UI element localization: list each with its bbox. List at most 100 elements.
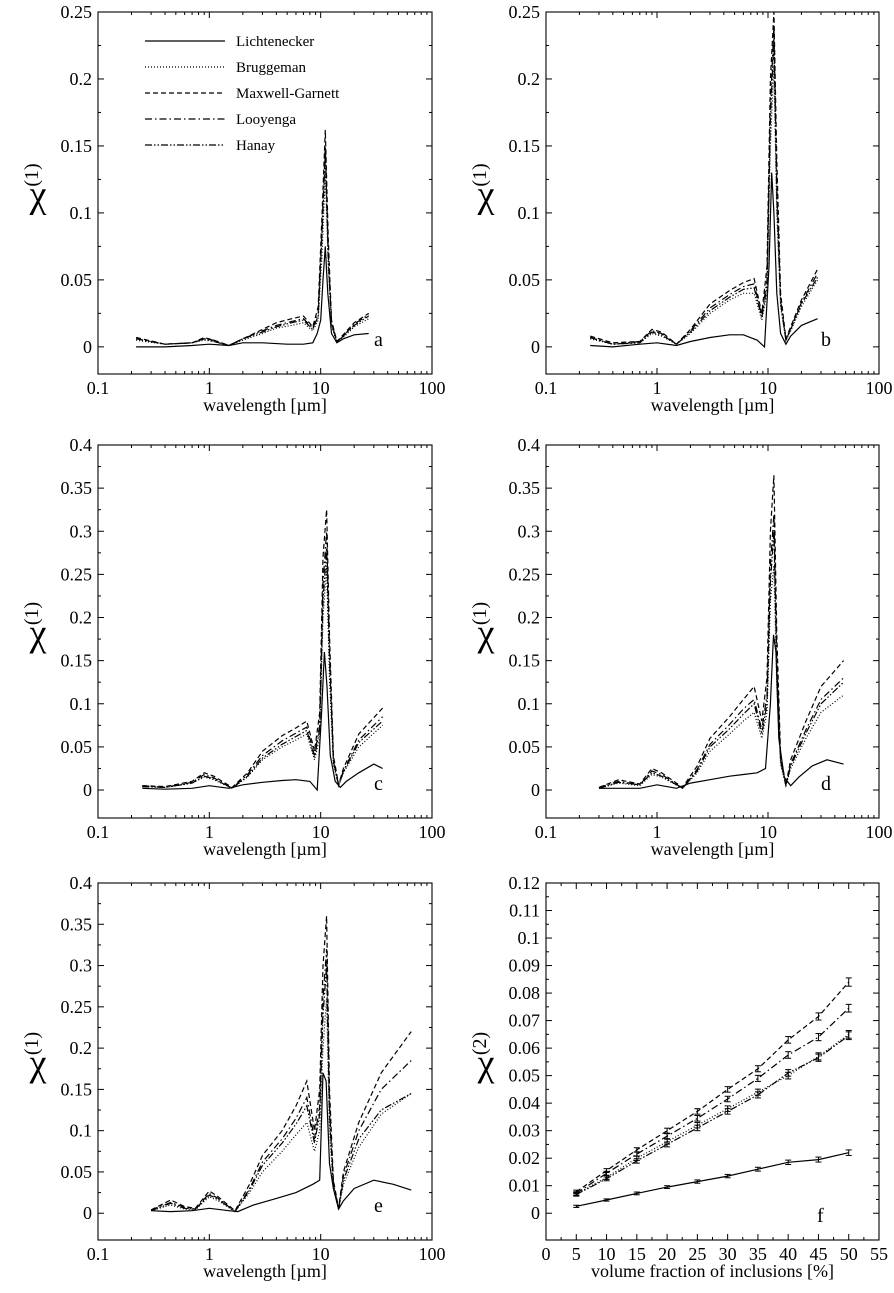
x-axis-label: wavelength [µm] xyxy=(203,839,327,859)
y-tick-label: 0.04 xyxy=(509,1093,541,1113)
y-tick-label: 0.25 xyxy=(509,564,541,584)
x-tick-label: 0.1 xyxy=(535,378,558,398)
y-tick-label: 0.2 xyxy=(518,69,541,89)
series-line-lichtenecker xyxy=(142,651,383,792)
plot-frame xyxy=(97,444,433,819)
y-tick-label: 0.1 xyxy=(518,928,541,948)
panel-e: 0 0.05 0.1 0.15 0.2 0.25 0.3 0.35 0.4 0.1 1 10 100 wa… xyxy=(21,873,446,1281)
series-line-lichtenecker xyxy=(151,1072,412,1213)
y-tick-label: 0.15 xyxy=(61,1079,93,1099)
series-line-lichtenecker xyxy=(599,634,844,789)
series-line-bruggeman xyxy=(150,998,412,1213)
y-tick-label: 0.07 xyxy=(509,1011,541,1031)
series-line-maxwell-garnett xyxy=(142,509,384,789)
y-tick-label: 0.11 xyxy=(509,901,540,921)
y-tick-label: 0.06 xyxy=(509,1038,541,1058)
plot-frame xyxy=(97,882,433,1241)
x-tick-label: 5 xyxy=(572,1244,581,1264)
x-tick-label: 10 xyxy=(312,378,330,398)
panel-label: a xyxy=(374,329,383,351)
y-tick-label: 0.2 xyxy=(70,69,93,89)
x-tick-label: 40 xyxy=(779,1244,797,1264)
y-tick-label: 0.08 xyxy=(509,983,541,1003)
legend-label: Hanay xyxy=(236,138,276,154)
y-tick-label: 0.15 xyxy=(61,651,93,671)
x-tick-label: 10 xyxy=(312,822,330,842)
x-tick-label: 10 xyxy=(598,1244,616,1264)
y-tick-label: 0.05 xyxy=(509,737,541,757)
y-tick-label: 0.1 xyxy=(70,1121,93,1141)
y-axis-label-superscript: (1) xyxy=(21,1032,43,1055)
y-axis-label-superscript: (2) xyxy=(469,1032,491,1055)
series-line-hanay xyxy=(590,38,819,345)
x-tick-label: 100 xyxy=(866,822,893,842)
x-tick-label: 0.1 xyxy=(87,378,110,398)
x-tick-label: 0 xyxy=(542,1244,551,1264)
series-group xyxy=(142,509,384,792)
y-tick-label: 0 xyxy=(83,1203,92,1223)
x-tick-label: 50 xyxy=(840,1244,858,1264)
series-group xyxy=(135,129,370,348)
series-line-maxwell-garnett xyxy=(150,915,412,1212)
x-tick-label: 10 xyxy=(759,378,777,398)
x-tick-label: 1 xyxy=(653,378,662,398)
legend-label: Looyenga xyxy=(236,112,296,128)
y-tick-label: 0.05 xyxy=(61,270,93,290)
x-tick-label: 10 xyxy=(759,822,777,842)
x-tick-label: 1 xyxy=(653,822,662,842)
series-line-looyenga xyxy=(135,145,370,347)
panel-d: 0 0.05 0.1 0.15 0.2 0.25 0.3 0.35 0.4 0.1 1 10 100 wa… xyxy=(469,435,893,859)
x-tick-label: 55 xyxy=(870,1244,888,1264)
x-tick-label: 30 xyxy=(719,1244,737,1264)
y-tick-label: 0.05 xyxy=(61,737,93,757)
y-axis-label: χ xyxy=(477,1043,495,1085)
y-tick-label: 0.12 xyxy=(509,873,541,893)
series-line-lichtenecker xyxy=(576,1152,849,1207)
x-tick-label: 1 xyxy=(205,378,214,398)
y-axis-label: χ xyxy=(29,613,47,655)
y-tick-label: 0.05 xyxy=(509,1066,541,1086)
plot-frame xyxy=(545,444,880,819)
panel-label: b xyxy=(821,329,831,351)
panel-label: f xyxy=(817,1205,824,1227)
plot-frame xyxy=(545,882,880,1241)
series-line-hanay xyxy=(142,548,384,790)
y-tick-label: 0.09 xyxy=(509,956,541,976)
x-tick-label: 45 xyxy=(809,1244,827,1264)
y-tick-label: 0.1 xyxy=(518,203,541,223)
y-tick-label: 0.25 xyxy=(61,564,93,584)
panel-a: 0 0.05 0.1 0.15 0.2 0.25 0.1 1 10 100 wavelength [… xyxy=(21,2,446,415)
series-line-looyenga xyxy=(142,531,384,790)
series-group xyxy=(150,915,412,1213)
y-tick-label: 0.05 xyxy=(509,270,541,290)
series-line-bruggeman xyxy=(136,172,369,347)
y-axis-label-superscript: (1) xyxy=(469,602,491,625)
x-tick-label: 35 xyxy=(749,1244,767,1264)
y-tick-label: 0.1 xyxy=(70,694,93,714)
x-tick-label: 10 xyxy=(312,1244,330,1264)
y-tick-label: 0.05 xyxy=(61,1162,93,1182)
y-axis-label: χ xyxy=(477,174,495,216)
legend-label: Maxwell-Garnett xyxy=(236,86,340,102)
y-tick-label: 0.2 xyxy=(70,608,93,628)
y-tick-label: 0 xyxy=(531,1203,540,1223)
y-axis-label-superscript: (1) xyxy=(469,163,491,186)
y-axis-label: χ xyxy=(29,174,47,216)
y-tick-label: 0.3 xyxy=(518,521,541,541)
y-tick-label: 0.25 xyxy=(61,2,93,22)
y-tick-label: 0.4 xyxy=(518,435,541,455)
series-line-maxwell-garnett xyxy=(590,11,819,346)
x-axis-label: wavelength [µm] xyxy=(651,395,775,415)
y-tick-label: 0.2 xyxy=(518,608,541,628)
series-line-hanay xyxy=(135,152,370,347)
series-line-looyenga xyxy=(590,25,819,345)
x-axis-label: wavelength [µm] xyxy=(203,1261,327,1281)
y-axis-label: χ xyxy=(477,613,495,655)
legend-label: Bruggeman xyxy=(236,60,306,76)
y-tick-label: 0.25 xyxy=(61,997,93,1017)
x-axis-label: volume fraction of inclusions [%] xyxy=(591,1261,834,1281)
y-tick-label: 0.35 xyxy=(509,478,541,498)
y-tick-label: 0 xyxy=(83,337,92,357)
series-line-looyenga xyxy=(575,1007,850,1194)
